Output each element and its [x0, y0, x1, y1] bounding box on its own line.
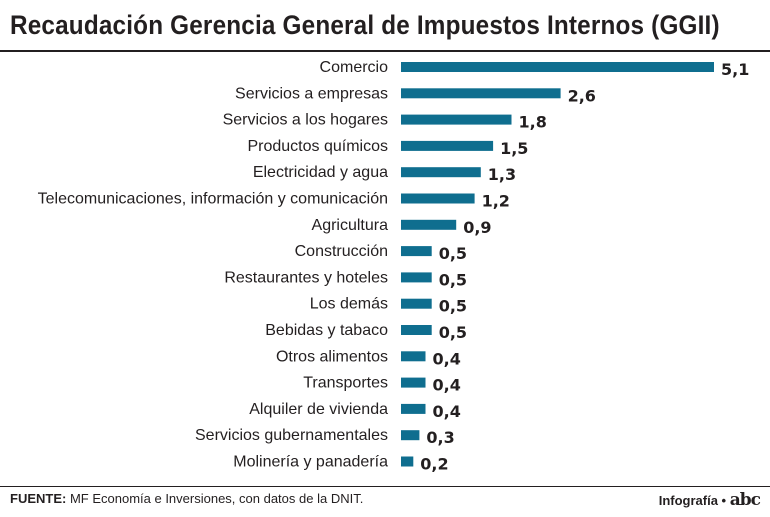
category-label: Construcción: [295, 243, 388, 260]
value-label: 0,3: [426, 428, 454, 447]
abc-logo: abc: [729, 490, 761, 510]
chart-title: Recaudación Gerencia General de Impuesto…: [10, 10, 720, 40]
title-divider: [0, 50, 770, 52]
category-label: Los demás: [310, 296, 388, 313]
bar: [401, 377, 426, 388]
value-label: 0,5: [439, 323, 467, 342]
value-label: 0,4: [433, 349, 461, 368]
credit: Infografía • abc: [658, 490, 761, 510]
value-label: 1,3: [488, 165, 516, 184]
bar: [401, 219, 457, 230]
credit-label: Infografía •: [658, 493, 727, 508]
bar: [401, 62, 714, 72]
bar: [401, 167, 481, 178]
category-label: Agricultura: [312, 217, 389, 234]
category-label: Molinería y panadería: [233, 454, 388, 471]
bar: [401, 351, 426, 362]
category-label: Alquiler de vivienda: [249, 401, 388, 418]
value-label: 1,5: [500, 139, 528, 158]
category-label: Otros alimentos: [276, 348, 388, 365]
source-text: MF Economía e Inversiones, con datos de …: [66, 491, 364, 506]
value-label: 0,5: [439, 297, 467, 316]
source-note: FUENTE: MF Economía e Inversiones, con d…: [10, 491, 363, 506]
category-label: Servicios gubernamentales: [195, 427, 388, 444]
value-label: 1,2: [482, 192, 510, 211]
bar: [401, 246, 432, 257]
value-label: 0,5: [439, 244, 467, 263]
bar: [401, 193, 475, 204]
category-label: Telecomunicaciones, información y comuni…: [38, 191, 388, 208]
source-label: FUENTE:: [10, 491, 67, 506]
bar: [401, 456, 414, 467]
category-label: Transportes: [303, 375, 388, 392]
bar: [401, 114, 512, 125]
bar: [401, 88, 561, 99]
value-label: 1,8: [519, 113, 547, 132]
value-label: 0,4: [433, 376, 461, 395]
bar: [401, 403, 426, 414]
bar: [401, 298, 432, 309]
value-label: 5,1: [721, 60, 749, 79]
category-label: Servicios a empresas: [235, 85, 388, 102]
value-label: 0,5: [439, 270, 467, 289]
bar-chart: Comercio 5,1 Servicios a empresas 2,6 Servic…: [38, 59, 750, 474]
value-label: 2,6: [568, 86, 596, 105]
value-label: 0,9: [463, 218, 491, 237]
category-label: Comercio: [320, 59, 389, 76]
value-label: 0,2: [420, 455, 448, 474]
footer-divider: [0, 486, 770, 487]
bar: [401, 272, 432, 283]
bar: [401, 325, 432, 335]
category-label: Productos químicos: [247, 138, 388, 155]
value-label: 0,4: [433, 402, 461, 421]
category-label: Electricidad y agua: [253, 164, 388, 181]
bar: [401, 430, 420, 441]
category-label: Servicios a los hogares: [223, 112, 388, 129]
category-label: Restaurantes y hoteles: [224, 269, 388, 286]
bar: [401, 140, 494, 151]
category-label: Bebidas y tabaco: [265, 322, 388, 339]
